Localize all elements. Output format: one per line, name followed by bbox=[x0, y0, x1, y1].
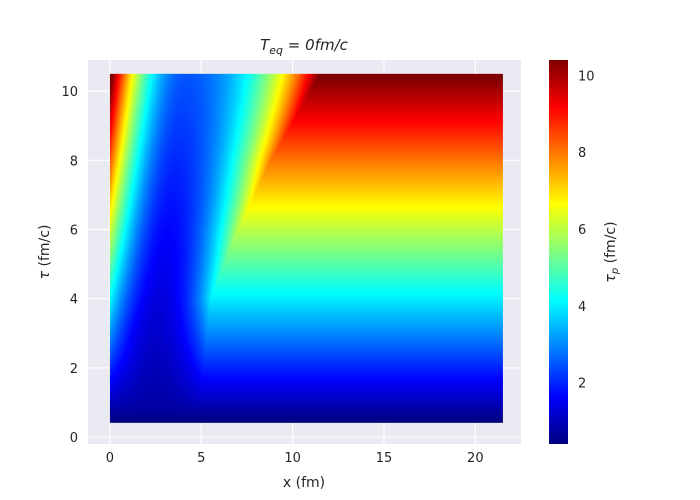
colorbar bbox=[549, 60, 568, 444]
y-axis-label-unit: (fm/c) bbox=[37, 225, 53, 271]
colorbar-label-unit: (fm/c) bbox=[603, 221, 619, 267]
title-main: T bbox=[260, 36, 271, 54]
colorbar-tick-label: 8 bbox=[578, 146, 586, 161]
title-rest: = 0fm/c bbox=[283, 36, 349, 54]
colorbar-axis: 2 4 6 8 10 bbox=[578, 69, 595, 391]
y-tick-label: 6 bbox=[70, 224, 78, 239]
y-axis: 0 2 4 6 8 10 bbox=[61, 85, 78, 446]
x-tick-label: 10 bbox=[284, 451, 301, 466]
colorbar-tick-label: 2 bbox=[578, 377, 586, 392]
colorbar-label-symbol: τ bbox=[603, 274, 619, 283]
y-tick-label: 8 bbox=[70, 154, 78, 169]
x-tick-label: 5 bbox=[197, 451, 205, 466]
colorbar-tick-label: 4 bbox=[578, 300, 586, 315]
y-tick-label: 0 bbox=[70, 431, 78, 446]
x-tick-label: 20 bbox=[467, 451, 484, 466]
heatmap bbox=[109, 73, 503, 423]
colorbar-gradient bbox=[549, 60, 568, 444]
colorbar-label-sub: p bbox=[610, 268, 621, 275]
y-tick-label: 2 bbox=[70, 362, 78, 377]
heatmap-image bbox=[109, 73, 503, 423]
colorbar-tick-label: 6 bbox=[578, 223, 586, 238]
y-axis-label-symbol: τ bbox=[37, 270, 53, 279]
y-tick-label: 10 bbox=[61, 85, 78, 100]
x-axis-label: x (fm) bbox=[283, 475, 325, 491]
x-tick-label: 15 bbox=[376, 451, 393, 466]
colorbar-label: τp (fm/c) bbox=[603, 221, 621, 282]
y-axis-label: τ (fm/c) bbox=[37, 225, 53, 280]
colorbar-tick-label: 10 bbox=[578, 69, 595, 84]
y-tick-label: 4 bbox=[70, 293, 78, 308]
title-sub: eq bbox=[269, 44, 283, 57]
x-axis: 0 5 10 15 20 bbox=[106, 451, 484, 466]
x-tick-label: 0 bbox=[106, 451, 114, 466]
chart-title: Teq = 0fm/c bbox=[260, 36, 349, 57]
